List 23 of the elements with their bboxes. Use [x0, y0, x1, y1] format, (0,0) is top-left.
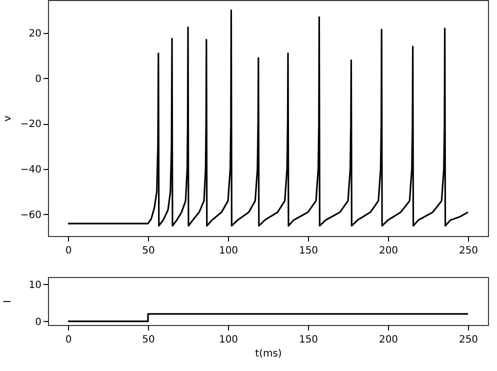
x-tick-label: 200 — [378, 246, 398, 256]
y-axis-title: v — [2, 115, 14, 122]
y-tick-label: 0 — [35, 74, 42, 85]
x-axis-title: t(ms) — [255, 348, 282, 360]
x-tick-label: 150 — [298, 246, 318, 256]
x-tick-label: 50 — [142, 246, 155, 256]
y-tick-label: −40 — [20, 164, 42, 176]
x-tick-label: 100 — [218, 334, 238, 346]
x-tick-label: 250 — [458, 246, 478, 256]
y-tick-label: 20 — [28, 28, 42, 40]
x-tick-label: 50 — [142, 334, 155, 346]
x-tick-label: 0 — [65, 334, 72, 346]
x-tick-label: 250 — [458, 334, 478, 346]
x-tick-label: 100 — [218, 246, 238, 256]
y-tick-label: −20 — [20, 119, 42, 130]
y-axis-title: I — [2, 300, 14, 303]
x-tick-label: 200 — [378, 334, 398, 346]
y-tick-label: 0 — [35, 316, 42, 328]
x-tick-label: 0 — [65, 246, 72, 256]
y-tick-label: 10 — [28, 280, 42, 291]
line-series — [67, 9, 469, 227]
y-tick-label: −60 — [20, 210, 42, 221]
x-tick-label: 150 — [298, 334, 318, 346]
